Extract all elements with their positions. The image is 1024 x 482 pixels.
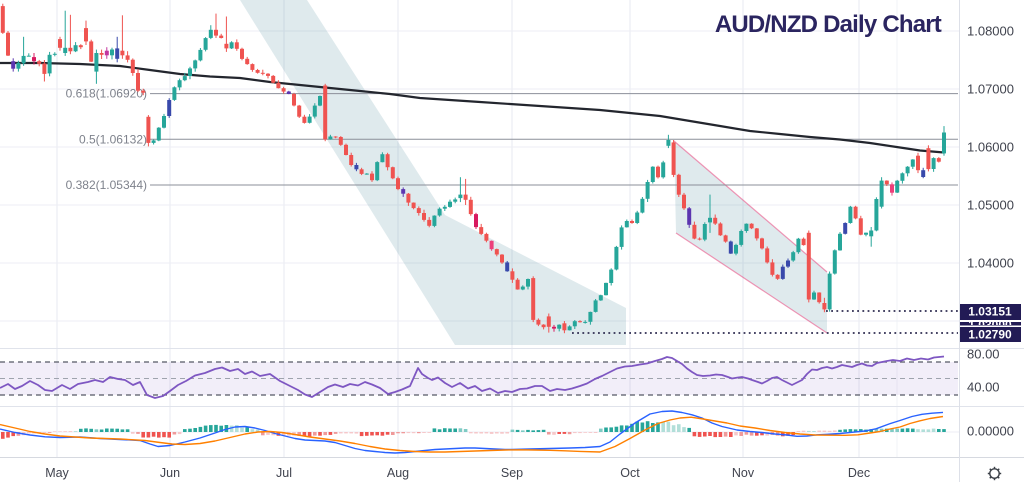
svg-text:1.05000: 1.05000 bbox=[967, 198, 1014, 213]
svg-text:Dec: Dec bbox=[848, 466, 870, 480]
svg-text:1.04000: 1.04000 bbox=[967, 256, 1014, 271]
svg-text:Nov: Nov bbox=[732, 466, 755, 480]
svg-text:0.618(1.06920): 0.618(1.06920) bbox=[66, 87, 147, 101]
svg-text:May: May bbox=[45, 466, 69, 480]
svg-text:1.02790: 1.02790 bbox=[968, 328, 1012, 342]
svg-text:AUD/NZD Daily Chart: AUD/NZD Daily Chart bbox=[715, 11, 942, 38]
svg-text:Aug: Aug bbox=[387, 466, 409, 480]
svg-text:Oct: Oct bbox=[620, 466, 640, 480]
svg-text:40.00: 40.00 bbox=[967, 380, 1000, 395]
svg-text:1.06000: 1.06000 bbox=[967, 140, 1014, 155]
svg-text:80.00: 80.00 bbox=[967, 347, 1000, 362]
svg-text:0.382(1.05344): 0.382(1.05344) bbox=[66, 178, 147, 192]
svg-text:1.03151: 1.03151 bbox=[968, 305, 1012, 319]
svg-text:1.03000: 1.03000 bbox=[968, 318, 1012, 332]
svg-text:1.08000: 1.08000 bbox=[967, 24, 1014, 39]
svg-text:Jul: Jul bbox=[276, 466, 292, 480]
svg-text:0.00000: 0.00000 bbox=[967, 424, 1014, 439]
svg-text:Jun: Jun bbox=[160, 466, 180, 480]
svg-text:1.07000: 1.07000 bbox=[967, 82, 1014, 97]
svg-text:Sep: Sep bbox=[501, 466, 523, 480]
svg-text:0.5(1.06132): 0.5(1.06132) bbox=[79, 132, 147, 146]
